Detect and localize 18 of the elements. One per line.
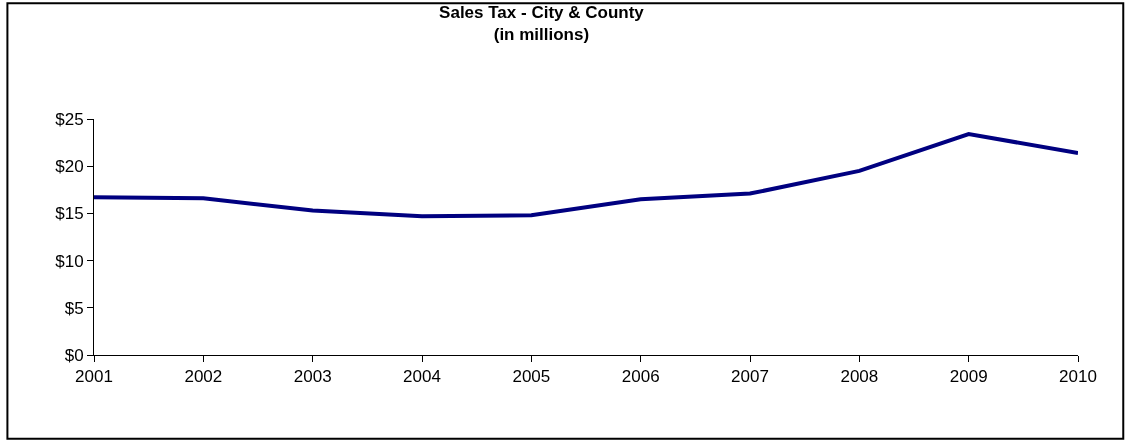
chart-title: Sales Tax - City & County (in millions) bbox=[439, 2, 645, 44]
x-tick-label: 2010 bbox=[1059, 367, 1097, 387]
y-tick-label: $0 bbox=[64, 345, 84, 365]
x-tick-label: 2005 bbox=[512, 367, 551, 387]
y-tick-label: $15 bbox=[55, 204, 84, 224]
x-tick-label: 2004 bbox=[403, 367, 441, 387]
x-tick-label: 2003 bbox=[293, 367, 332, 387]
y-tick-label: $10 bbox=[55, 251, 84, 271]
y-tick-label: $25 bbox=[55, 109, 84, 129]
x-tick-label: 2007 bbox=[731, 367, 769, 387]
line-series bbox=[94, 132, 1078, 219]
y-tick-label: $20 bbox=[55, 157, 84, 177]
x-tick-label: 2006 bbox=[621, 367, 660, 387]
x-tick-label: 2001 bbox=[75, 367, 113, 387]
x-tick-label: 2002 bbox=[184, 367, 223, 387]
y-tick-label: $5 bbox=[64, 298, 84, 318]
x-tick-label: 2009 bbox=[949, 367, 988, 387]
x-tick-label: 2008 bbox=[840, 367, 879, 387]
